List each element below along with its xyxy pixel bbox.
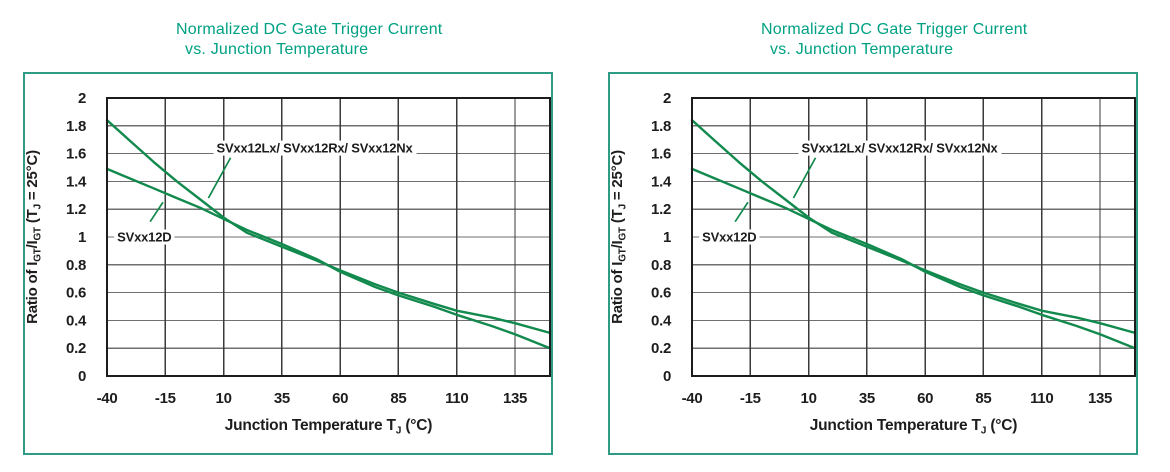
- x-axis-title: Junction Temperature TJ (°C): [810, 417, 1018, 437]
- plot-border: [106, 97, 551, 377]
- chart-title: Normalized DC Gate Trigger Current vs. J…: [761, 20, 1027, 60]
- x-tick-label: -40: [682, 390, 703, 407]
- y-tick-label: 1.6: [66, 146, 86, 163]
- series-label-bg: [213, 140, 417, 156]
- y-tick-label: 2: [78, 90, 86, 107]
- y-tick-label: 1.8: [66, 118, 86, 135]
- y-tick-label: 0.4: [651, 312, 672, 329]
- x-tick-label: 35: [274, 390, 290, 407]
- y-tick-label: 0.4: [66, 312, 87, 329]
- x-tick-label: 60: [332, 390, 348, 407]
- chart-title-line2: vs. Junction Temperature: [185, 41, 369, 58]
- y-tick-label: 1.8: [651, 118, 671, 135]
- y-tick-label: 1.2: [651, 201, 671, 218]
- x-tick-label: 60: [917, 390, 933, 407]
- y-tick-label: 1: [78, 229, 86, 246]
- annotation-leader-line: [207, 157, 232, 199]
- series-label-bg: [114, 229, 175, 245]
- chart-plot: SVxx12Lx/ SVxx12Rx/ SVxx12Nx SVxx12D 2 1.8 1…: [24, 90, 552, 437]
- series-label: SVxx12Lx/ SVxx12Rx/ SVxx12Nx: [801, 141, 998, 156]
- series-line: [105, 119, 552, 335]
- x-tick-label: 10: [216, 390, 232, 407]
- x-tick-label: -15: [155, 390, 176, 407]
- series-line: [690, 167, 1137, 350]
- chart-title-line1: Normalized DC Gate Trigger Current: [761, 21, 1028, 38]
- plot-border: [691, 97, 1136, 377]
- x-tick-label: 110: [1030, 390, 1053, 407]
- x-tick-label: -40: [97, 390, 118, 407]
- x-tick-label: 10: [801, 390, 817, 407]
- y-tick-label: 0.6: [66, 285, 86, 302]
- y-tick-label: 1.6: [651, 146, 671, 163]
- y-axis-title: Ratio of IGT/IGT (TJ = 25°C): [24, 150, 44, 324]
- y-tick-label: 1.2: [66, 201, 86, 218]
- series-label-bg: [699, 229, 760, 245]
- y-tick-label: 0.8: [651, 257, 671, 274]
- chart-title-line1: Normalized DC Gate Trigger Current: [176, 21, 443, 38]
- series-label: SVxx12D: [117, 230, 171, 245]
- y-tick-label: 0.6: [651, 285, 671, 302]
- chart-panel-right: Normalized DC Gate Trigger Current vs. J…: [585, 0, 1170, 472]
- annotation-leader-line: [792, 157, 817, 199]
- x-tick-label: 35: [859, 390, 875, 407]
- y-tick-label: 0.8: [66, 257, 86, 274]
- x-axis-title: Junction Temperature TJ (°C): [225, 417, 433, 437]
- x-tick-label: 135: [1088, 390, 1112, 407]
- y-tick-label: 0: [663, 368, 671, 385]
- series-line: [105, 167, 552, 350]
- chart-title: Normalized DC Gate Trigger Current vs. J…: [176, 20, 442, 60]
- y-tick-label: 2: [663, 90, 671, 107]
- chart-panel-left: Normalized DC Gate Trigger Current vs. J…: [23, 20, 553, 455]
- series-label: SVxx12Lx/ SVxx12Rx/ SVxx12Nx: [216, 141, 413, 156]
- series-label-bg: [798, 140, 1002, 156]
- chart-frame: [23, 72, 553, 455]
- y-tick-label: 1: [663, 229, 671, 246]
- chart-plot: SVxx12Lx/ SVxx12Rx/ SVxx12Nx SVxx12D 2 1.8 1…: [609, 90, 1137, 437]
- x-tick-label: 135: [503, 390, 527, 407]
- y-tick-label: 0.2: [651, 340, 671, 357]
- x-tick-label: 85: [975, 390, 991, 407]
- chart-title-line2: vs. Junction Temperature: [770, 41, 954, 58]
- chart-frame: [608, 72, 1138, 455]
- series-label: SVxx12D: [702, 230, 756, 245]
- y-tick-label: 0.2: [66, 340, 86, 357]
- y-tick-label: 1.4: [66, 173, 87, 190]
- series-line: [690, 119, 1137, 335]
- x-tick-label: 85: [390, 390, 406, 407]
- y-tick-label: 1.4: [651, 173, 672, 190]
- x-tick-label: -15: [740, 390, 761, 407]
- y-tick-label: 0: [78, 368, 86, 385]
- y-axis-title: Ratio of IGT/IGT (TJ = 25°C): [609, 150, 629, 324]
- x-tick-label: 110: [445, 390, 468, 407]
- annotation-leader-line: [149, 201, 164, 223]
- annotation-leader-line: [734, 201, 749, 223]
